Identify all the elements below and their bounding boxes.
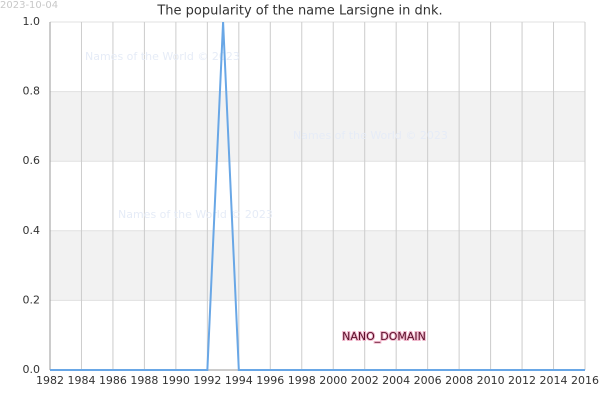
date-stamp: 2023-10-04 bbox=[0, 0, 58, 11]
watermark: Names of the World © 2023 bbox=[293, 129, 448, 142]
y-tick-label: 0.4 bbox=[23, 224, 41, 237]
x-tick-label: 2006 bbox=[414, 374, 442, 387]
watermark: Names of the World © 2023 bbox=[118, 208, 273, 221]
x-tick-label: 1986 bbox=[99, 374, 127, 387]
x-tick-label: 2000 bbox=[319, 374, 347, 387]
x-tick-label: 2004 bbox=[382, 374, 410, 387]
x-tick-label: 1994 bbox=[225, 374, 253, 387]
y-tick-label: 0.0 bbox=[23, 363, 41, 376]
x-tick-label: 2008 bbox=[445, 374, 473, 387]
x-tick-label: 2002 bbox=[351, 374, 379, 387]
x-tick-label: 1984 bbox=[67, 374, 95, 387]
y-tick-label: 1.0 bbox=[23, 15, 41, 28]
x-tick-label: 1992 bbox=[193, 374, 221, 387]
y-tick-label: 0.6 bbox=[23, 154, 41, 167]
data-line bbox=[50, 21, 585, 371]
x-tick-label: 1996 bbox=[256, 374, 284, 387]
x-tick-label: 2014 bbox=[540, 374, 568, 387]
grid-band bbox=[50, 230, 585, 301]
x-tick-label: 1982 bbox=[36, 374, 64, 387]
watermark: Names of the World © 2023 bbox=[85, 50, 240, 63]
x-tick-label: 2012 bbox=[508, 374, 536, 387]
chart-title: The popularity of the name Larsigne in d… bbox=[156, 4, 442, 19]
grid-band bbox=[50, 91, 585, 162]
annotation: NANO_DOMAIN bbox=[342, 330, 426, 343]
x-tick-label: 1990 bbox=[162, 374, 190, 387]
x-tick-label: 2010 bbox=[477, 374, 505, 387]
x-tick-label: 1998 bbox=[288, 374, 316, 387]
x-tick-label: 2016 bbox=[571, 374, 599, 387]
y-tick-label: 0.8 bbox=[23, 85, 41, 98]
x-tick-label: 1988 bbox=[130, 374, 158, 387]
y-tick-label: 0.2 bbox=[23, 293, 41, 306]
